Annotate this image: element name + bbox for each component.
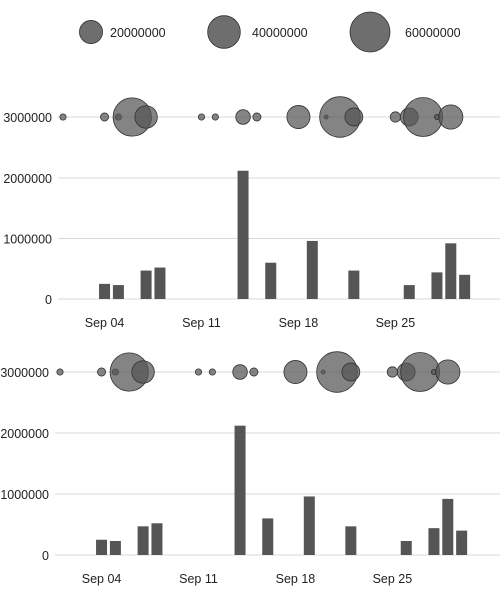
bubble — [283, 360, 308, 384]
legend-label-3: 60000000 — [405, 26, 461, 40]
x-tick-label: Sep 18 — [276, 572, 316, 586]
bubble — [194, 368, 203, 376]
legend-bubble-3 — [349, 11, 391, 53]
legend-bubble-1 — [79, 20, 103, 44]
bubble — [252, 112, 262, 122]
bar — [348, 270, 360, 299]
bar — [303, 496, 315, 555]
legend-label-1: 20000000 — [110, 26, 166, 40]
bubble — [386, 366, 398, 378]
bar — [262, 518, 274, 555]
bubble — [59, 113, 67, 121]
bar — [112, 285, 124, 299]
panel-2: 0 1000000 2000000 3000000 Sep 04 Sep 11 Sep 18… — [0, 351, 500, 586]
bar — [400, 540, 412, 555]
bubble — [438, 104, 464, 130]
bar — [456, 530, 468, 555]
bubble — [56, 368, 64, 376]
bar — [306, 240, 318, 299]
bar — [137, 526, 149, 555]
legend-label-2: 40000000 — [252, 26, 308, 40]
x-tick-label: Sep 11 — [179, 572, 218, 586]
x-tick-label: Sep 25 — [376, 316, 416, 330]
legend-bubble-2 — [207, 15, 241, 49]
bar — [151, 523, 163, 555]
y-tick-label: 0 — [42, 549, 49, 563]
x-tick-label: Sep 04 — [85, 316, 125, 330]
bubble — [249, 367, 259, 377]
bubble — [344, 107, 364, 127]
y-tick-label: 3000000 — [0, 366, 49, 380]
bubble — [100, 112, 110, 122]
y-tick-label: 1000000 — [0, 488, 49, 502]
bubble — [97, 367, 107, 377]
bar — [234, 425, 246, 555]
bubble — [232, 364, 248, 380]
bar — [445, 243, 457, 299]
y-tick-label: 2000000 — [3, 172, 52, 186]
y-tick-label: 2000000 — [0, 427, 49, 441]
bubble — [134, 105, 158, 129]
bubble — [286, 105, 311, 129]
y-tick-label: 1000000 — [3, 233, 52, 247]
legend: 20000000 40000000 60000000 — [79, 11, 461, 53]
x-tick-label: Sep 11 — [182, 316, 221, 330]
y-tick-label: 0 — [45, 293, 52, 307]
bar — [442, 498, 454, 555]
bar — [154, 267, 166, 299]
y-tick-label: 3000000 — [3, 111, 52, 125]
bubble — [197, 113, 206, 121]
bar — [237, 170, 249, 299]
bar — [109, 540, 121, 555]
bar — [459, 274, 471, 299]
x-tick-label: Sep 04 — [82, 572, 122, 586]
bar — [428, 528, 440, 555]
bubble — [435, 359, 461, 385]
bubble — [341, 362, 361, 382]
bubble — [211, 113, 219, 121]
panel-1: 0 1000000 2000000 3000000 Sep 04 Sep 11 Sep 18… — [3, 96, 500, 330]
bar — [431, 272, 443, 299]
x-tick-label: Sep 18 — [279, 316, 319, 330]
bar — [265, 262, 277, 299]
bar — [99, 283, 111, 299]
bubble — [208, 368, 216, 376]
bar — [96, 539, 108, 555]
bar — [403, 285, 415, 299]
x-tick-label: Sep 25 — [373, 572, 413, 586]
bubble — [389, 111, 401, 123]
bar — [140, 270, 152, 299]
bubble — [131, 360, 155, 384]
bubble — [235, 109, 251, 125]
bar — [345, 526, 357, 555]
chart-panels: 0 1000000 2000000 3000000 Sep 04 Sep 11 Sep 18… — [0, 96, 500, 586]
